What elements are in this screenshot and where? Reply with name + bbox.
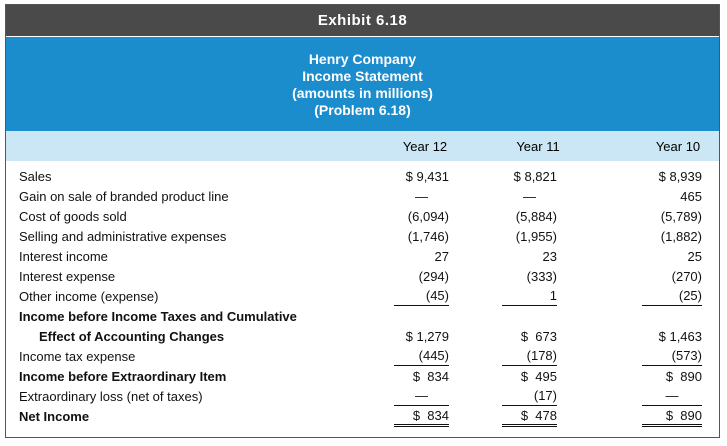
cell: — [415,189,428,204]
cell: (1,882) [660,229,702,244]
column-header-row: Year 12 Year 11 Year 10 [6,131,719,161]
table-row: Extraordinary loss (net of taxes) — (17)… [6,387,719,407]
row-label: Income before Income Taxes and Cumulativ… [19,309,297,324]
cell: $ 478 [502,407,557,427]
cell: (6,094) [407,209,449,224]
row-label: Income tax expense [19,349,136,364]
table-row: Effect of Accounting Changes $ 1,279 $ 6… [6,327,719,347]
cell: — [394,387,449,406]
title-block: Henry Company Income Statement (amounts … [6,36,719,131]
row-label: Interest expense [19,269,116,284]
table-row: Income tax expense (445) (178) (573) [6,347,719,367]
row-label: Income before Extraordinary Item [19,369,227,384]
column-header: Year 12 [402,139,448,154]
table-row: Interest expense (294) (333) (270) [6,267,719,287]
cell: $ 1,279 [405,329,449,344]
row-label: Selling and administrative expenses [19,229,227,244]
table-row: Income before Extraordinary Item $ 834 $… [6,367,719,387]
cell: (573) [642,347,702,366]
cell: (178) [502,347,557,366]
title-line: Income Statement [302,68,423,84]
table-row: Other income (expense) (45) 1 (25) [6,287,719,307]
cell: (333) [526,269,557,284]
table-row: Gain on sale of branded product line — —… [6,187,719,207]
cell: (45) [394,287,449,306]
table-row: Cost of goods sold (6,094) (5,884) (5,78… [6,207,719,227]
column-header: Year 11 [516,139,560,154]
row-label: Sales [19,169,52,184]
cell: (1,746) [407,229,449,244]
column-header: Year 10 [655,139,701,154]
table-row: Selling and administrative expenses (1,7… [6,227,719,247]
cell: (1,955) [515,229,557,244]
row-label: Extraordinary loss (net of taxes) [19,389,203,404]
table-row: Interest income 27 23 25 [6,247,719,267]
cell: (25) [642,287,702,306]
cell: 25 [687,249,702,264]
cell: 1 [502,287,557,306]
cell: 23 [542,249,557,264]
cell: $ 8,821 [513,169,557,184]
row-label: Interest income [19,249,108,264]
cell: (17) [502,387,557,406]
cell: (270) [671,269,702,284]
table-row: Net Income $ 834 $ 478 $ 890 [6,407,719,427]
cell: $ 495 [520,369,557,384]
table-row: Sales $ 9,431 $ 8,821 $ 8,939 [6,167,719,187]
row-label: Net Income [19,409,90,424]
title-line: (Problem 6.18) [314,102,411,118]
cell: $ 8,939 [658,169,702,184]
title-line: (amounts in millions) [292,85,433,101]
cell: (5,884) [515,209,557,224]
row-label: Cost of goods sold [19,209,127,224]
row-label: Other income (expense) [19,289,159,304]
cell: — [523,189,536,204]
row-label: Effect of Accounting Changes [39,329,225,344]
cell: $ 890 [665,369,702,384]
cell: $ 1,463 [658,329,702,344]
cell: (5,789) [660,209,702,224]
cell: $ 834 [412,369,449,384]
cell: — [642,387,702,406]
title-line: Henry Company [308,51,417,67]
cell: (445) [394,347,449,366]
exhibit-label: Exhibit 6.18 [6,5,719,36]
cell: (294) [418,269,449,284]
cell: $ 834 [394,407,449,427]
cell: 27 [434,249,449,264]
table-row: Income before Income Taxes and Cumulativ… [6,307,719,327]
cell: $ 9,431 [405,169,449,184]
row-label: Gain on sale of branded product line [19,189,229,204]
cell: $ 673 [520,329,557,344]
cell: $ 890 [642,407,702,427]
exhibit-frame: Exhibit 6.18 Henry Company Income Statem… [5,4,720,438]
cell: 465 [680,189,702,204]
